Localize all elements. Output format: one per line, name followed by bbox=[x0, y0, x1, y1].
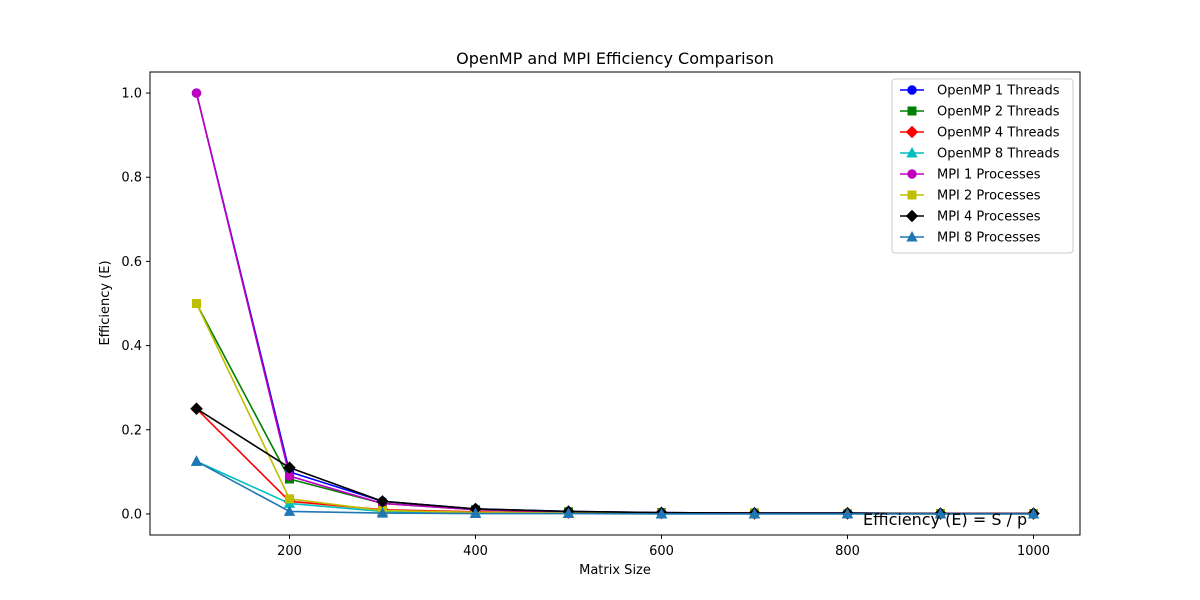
legend-marker bbox=[906, 146, 918, 158]
legend-label: MPI 1 Processes bbox=[937, 168, 1041, 183]
legend-item: MPI 4 Processes bbox=[900, 210, 1041, 225]
legend-label: OpenMP 8 Threads bbox=[937, 147, 1060, 162]
x-tick-label: 600 bbox=[649, 544, 674, 559]
x-tick-label: 200 bbox=[277, 544, 302, 559]
legend-label: OpenMP 2 Threads bbox=[937, 105, 1060, 120]
legend-label: MPI 4 Processes bbox=[937, 210, 1041, 225]
data-point bbox=[934, 507, 947, 519]
series-line bbox=[196, 460, 1034, 515]
data-point bbox=[1027, 507, 1040, 519]
data-point bbox=[285, 494, 294, 504]
legend-item: MPI 1 Processes bbox=[900, 168, 1041, 183]
x-tick-label: 800 bbox=[835, 544, 860, 559]
y-tick-label: 0.0 bbox=[121, 507, 142, 522]
legend: OpenMP 1 Threads OpenMP 2 Threads OpenMP 4… bbox=[891, 78, 1074, 254]
legend-marker bbox=[907, 106, 917, 116]
y-axis: 0.0 0.2 0.4 0.6 0.8 1.0 bbox=[121, 87, 150, 522]
legend-item: OpenMP 4 Threads bbox=[900, 126, 1060, 141]
series-mpi-8-processes bbox=[190, 455, 1040, 519]
data-point bbox=[190, 455, 203, 466]
legend-marker bbox=[907, 190, 917, 200]
data-point bbox=[283, 505, 296, 516]
plot-area-frame bbox=[149, 71, 1081, 536]
data-point bbox=[190, 402, 203, 415]
x-tick-label: 1000 bbox=[1017, 544, 1050, 559]
legend-label: MPI 2 Processes bbox=[937, 189, 1041, 204]
data-point bbox=[191, 88, 202, 98]
data-point bbox=[283, 461, 296, 474]
legend-item: OpenMP 8 Threads bbox=[900, 147, 1060, 162]
data-point bbox=[376, 507, 389, 518]
x-axis: 200 400 600 800 1000 bbox=[277, 535, 1050, 559]
plot-series-group bbox=[190, 88, 1040, 520]
legend-label: OpenMP 4 Threads bbox=[937, 126, 1060, 141]
data-point bbox=[192, 299, 201, 308]
legend-marker bbox=[907, 85, 917, 95]
x-axis-label: Matrix Size bbox=[579, 563, 651, 578]
data-point bbox=[562, 507, 575, 519]
legend-box bbox=[891, 78, 1074, 254]
data-point bbox=[841, 507, 854, 519]
x-tick-label: 400 bbox=[463, 544, 488, 559]
data-point bbox=[748, 507, 761, 519]
data-point bbox=[655, 507, 668, 519]
legend-marker bbox=[905, 209, 919, 223]
legend-marker bbox=[907, 169, 917, 179]
series-line bbox=[195, 408, 1034, 515]
y-tick-label: 0.8 bbox=[121, 171, 142, 186]
legend-label: MPI 8 Processes bbox=[937, 231, 1041, 246]
data-point bbox=[469, 507, 482, 519]
legend-marker bbox=[905, 125, 919, 139]
legend-item: MPI 2 Processes bbox=[900, 189, 1041, 204]
legend-marker bbox=[906, 230, 918, 242]
legend-item: MPI 8 Processes bbox=[900, 231, 1041, 246]
y-tick-label: 0.4 bbox=[121, 339, 142, 354]
series-line bbox=[196, 408, 1034, 515]
data-point bbox=[376, 495, 389, 508]
legend-item: OpenMP 1 Threads bbox=[900, 84, 1060, 99]
y-axis-label: Efficiency (E) bbox=[98, 260, 113, 345]
y-tick-label: 0.6 bbox=[121, 255, 142, 270]
legend-item: OpenMP 2 Threads bbox=[900, 105, 1060, 120]
y-tick-label: 1.0 bbox=[121, 87, 142, 102]
y-tick-label: 0.2 bbox=[121, 423, 142, 438]
legend-label: OpenMP 1 Threads bbox=[937, 84, 1060, 99]
efficiency-formula-annotation: Efficiency (E) = S / p bbox=[863, 510, 1027, 529]
chart-title: OpenMP and MPI Efficiency Comparison bbox=[456, 49, 774, 68]
